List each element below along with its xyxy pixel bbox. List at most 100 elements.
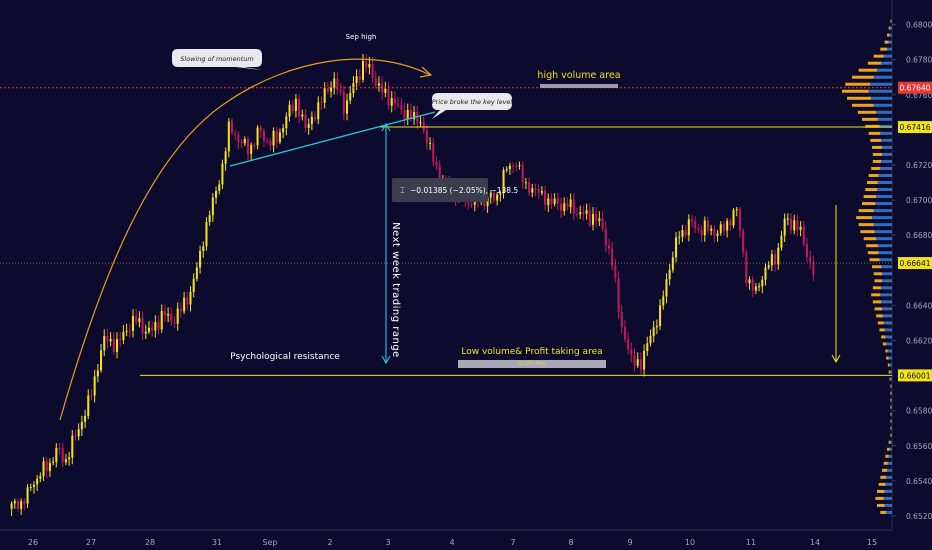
volume-bar-down	[886, 342, 892, 346]
candle-body	[55, 447, 58, 462]
volume-bar-down	[885, 482, 892, 486]
candle-body	[199, 250, 202, 268]
volume-bar-up	[876, 314, 883, 318]
volume-bar-down	[881, 138, 892, 142]
high-volume-zone	[540, 84, 618, 88]
candle-body	[777, 247, 780, 265]
candle-body	[336, 78, 339, 90]
volume-bar-down	[874, 230, 892, 234]
candle-body	[330, 87, 333, 92]
high-volume-label: high volume area	[537, 70, 620, 81]
candle-body	[499, 193, 502, 195]
volume-bar-down	[890, 440, 892, 444]
x-tick-label: 15	[867, 538, 877, 547]
volume-bar-down	[875, 202, 892, 206]
volume-profile	[842, 19, 892, 514]
candle-body	[374, 78, 377, 86]
volume-bar-up	[867, 181, 878, 185]
candle-body	[761, 279, 764, 287]
candle-body	[390, 98, 393, 106]
volume-bar-up	[872, 145, 882, 149]
volume-bar-down	[878, 251, 892, 255]
candle-body	[84, 415, 87, 422]
volume-bar-down	[882, 272, 892, 276]
volume-bar-down	[891, 384, 892, 388]
candle-body	[518, 165, 521, 167]
volume-bar-down	[886, 510, 892, 514]
volume-bar-up	[890, 426, 892, 430]
volume-bar-up	[879, 328, 885, 332]
volume-bar-down	[884, 328, 892, 332]
candle-body	[377, 83, 380, 86]
candle-body	[786, 218, 789, 220]
volume-bar-up	[883, 461, 888, 465]
candle-body	[262, 131, 265, 141]
candle-body	[422, 122, 425, 131]
volume-bar-down	[891, 391, 892, 395]
candle-body	[64, 459, 67, 463]
measure-tooltip: ⌶ −0.01385 (−2.05%), −138.5	[392, 178, 518, 202]
volume-bar-down	[872, 216, 892, 220]
psych-resistance-label: Psychological resistance	[230, 352, 340, 362]
candle-body	[215, 190, 218, 198]
volume-bar-down	[881, 159, 892, 163]
candle-body	[36, 478, 39, 485]
candle-body	[230, 121, 234, 133]
volume-bar-down	[886, 475, 892, 479]
volume-bar-down	[881, 286, 892, 290]
candle-body	[355, 76, 358, 83]
candle-body	[591, 213, 595, 225]
candle-body	[521, 165, 524, 183]
sep-high-label: Sep high	[346, 33, 377, 41]
candle-body	[607, 245, 610, 249]
candle-body	[128, 330, 131, 332]
candle-body	[639, 359, 642, 370]
volume-bar-up	[852, 103, 874, 107]
candle-body	[272, 130, 275, 146]
candle-body	[770, 254, 773, 266]
volume-bar-up	[845, 82, 871, 86]
candle-body	[275, 130, 278, 143]
volume-bar-up	[858, 68, 877, 72]
candle-body	[282, 128, 285, 133]
candle-body	[135, 315, 138, 323]
volume-bar-up	[862, 202, 876, 206]
candle-body	[630, 349, 633, 356]
candle-body	[310, 117, 313, 124]
volume-bar-up	[865, 188, 877, 192]
volume-bar-up	[872, 152, 882, 156]
momentum-arc	[59, 58, 431, 421]
volume-bar-down	[891, 398, 892, 402]
candle-body	[349, 92, 352, 101]
volume-bar-down	[887, 47, 892, 51]
volume-bar-down	[881, 61, 892, 65]
candle-body	[569, 199, 572, 207]
candle-body	[560, 203, 563, 212]
candle-body	[387, 88, 390, 106]
fib-label: 61.8% Fibo	[518, 361, 546, 367]
volume-bar-down	[877, 188, 892, 192]
volume-bar-up	[890, 19, 892, 23]
candle-body	[119, 339, 122, 341]
volume-bar-up	[889, 377, 891, 381]
candle-body	[719, 224, 722, 234]
volume-bar-up	[872, 286, 882, 290]
candle-body	[266, 140, 269, 142]
candle-body	[42, 461, 45, 477]
candle-body	[729, 220, 732, 226]
candle-body	[115, 339, 119, 352]
candle-body	[627, 339, 630, 350]
volume-bar-down	[888, 356, 892, 360]
measure-icon: ⌶	[400, 186, 405, 195]
volume-bar-down	[876, 195, 892, 199]
candle-body	[304, 114, 307, 128]
volume-bar-down	[871, 96, 892, 100]
volume-bar-up	[865, 124, 880, 128]
volume-bar-down	[882, 307, 892, 311]
volume-bar-up	[872, 300, 882, 304]
volume-bar-down	[889, 363, 892, 367]
